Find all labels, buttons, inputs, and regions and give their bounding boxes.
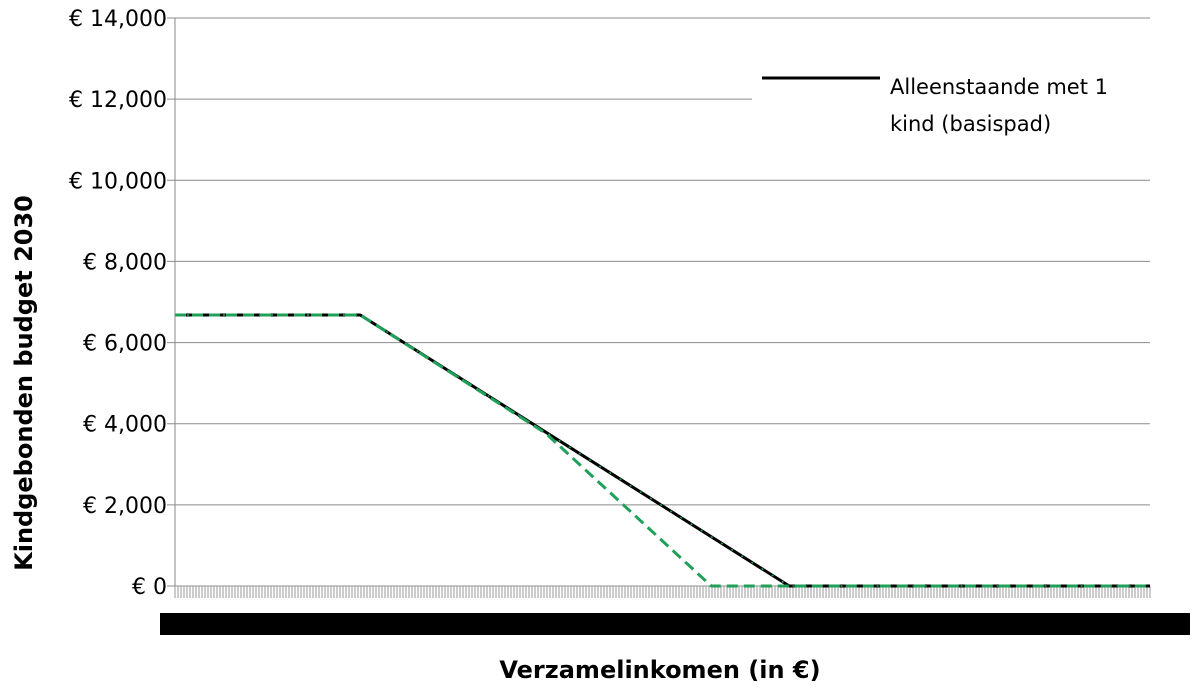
- series-line-1: [175, 313, 1150, 588]
- y-tick-label: € 6,000: [83, 332, 167, 357]
- x-axis-title: Verzamelinkomen (in €): [499, 656, 820, 684]
- gridlines: [167, 17, 1150, 587]
- series-lines: [175, 313, 1150, 588]
- y-tick-label: € 12,000: [69, 88, 167, 113]
- y-tick-label: € 10,000: [69, 169, 167, 194]
- series-line-overlay: [175, 314, 1150, 587]
- y-axis-tick-labels: € 0 € 2,000 € 4,000 € 6,000 € 8,000 € 10,000 €…: [69, 7, 167, 600]
- y-tick-label: € 14,000: [69, 7, 167, 32]
- y-tick-label: € 2,000: [83, 494, 167, 519]
- series-line-2: [175, 313, 1150, 588]
- x-axis-tick-labels-band: [160, 613, 1190, 635]
- legend: Alleenstaande met 1 kind (basispad): [752, 68, 1152, 158]
- y-tick-label: € 8,000: [83, 250, 167, 275]
- legend-label-line2: kind (basispad): [890, 112, 1051, 136]
- y-tick-label: € 0: [132, 575, 167, 600]
- y-tick-label: € 4,000: [83, 413, 167, 438]
- x-axis-minor-ticks: [174, 586, 1151, 598]
- y-axis-title: Kindgebonden budget 2030: [10, 195, 38, 571]
- legend-background: [752, 68, 1152, 158]
- legend-label-line1: Alleenstaande met 1: [890, 75, 1108, 99]
